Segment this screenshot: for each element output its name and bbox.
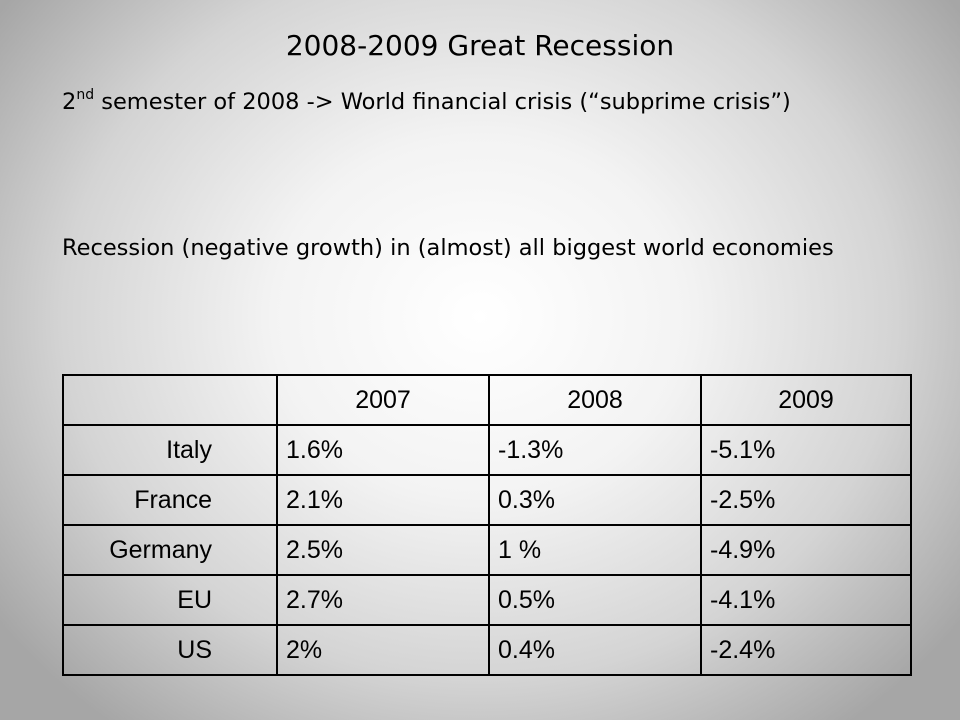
value-cell: 2.7% <box>277 575 490 626</box>
value-cell: -1.3% <box>489 425 702 476</box>
slide-title: 2008-2009 Great Recession <box>285 29 675 62</box>
country-cell: US <box>62 625 278 676</box>
table-row: Germany 2.5% 1 % -4.9% <box>62 525 912 576</box>
header-cell <box>62 374 278 426</box>
value-cell: -2.5% <box>701 475 912 526</box>
ordinal-number: 2 <box>62 89 77 115</box>
country-cell: EU <box>62 575 278 626</box>
value-cell: -5.1% <box>701 425 912 476</box>
value-cell: 0.3% <box>489 475 702 526</box>
value-cell: -2.4% <box>701 625 912 676</box>
header-cell: 2007 <box>277 374 490 426</box>
value-cell: 0.5% <box>489 575 702 626</box>
table-row: France 2.1% 0.3% -2.5% <box>62 475 912 526</box>
table-row: US 2% 0.4% -2.4% <box>62 625 912 676</box>
country-cell: Italy <box>62 425 278 476</box>
bullet-financial-crisis: 2nd semester of 2008 -> World financial … <box>62 84 908 120</box>
value-cell: -4.1% <box>701 575 912 626</box>
ordinal-suffix: nd <box>76 86 95 103</box>
gdp-growth-table: 2007 2008 2009 Italy 1.6% -1.3% -5.1% Fr… <box>62 374 912 676</box>
value-cell: 0.4% <box>489 625 702 676</box>
header-cell: 2008 <box>489 374 702 426</box>
value-cell: 2.1% <box>277 475 490 526</box>
table-row: EU 2.7% 0.5% -4.1% <box>62 575 912 626</box>
table-row: Italy 1.6% -1.3% -5.1% <box>62 425 912 476</box>
bullet-text: semester of 2008 -> World financial cris… <box>94 89 791 115</box>
country-cell: Germany <box>62 525 278 576</box>
country-cell: France <box>62 475 278 526</box>
value-cell: 2% <box>277 625 490 676</box>
value-cell: 1.6% <box>277 425 490 476</box>
table-header-row: 2007 2008 2009 <box>62 374 912 426</box>
value-cell: 2.5% <box>277 525 490 576</box>
value-cell: 1 % <box>489 525 702 576</box>
bullet-text: Recession (negative growth) in (almost) … <box>62 235 834 261</box>
value-cell: -4.9% <box>701 525 912 576</box>
bullet-recession: Recession (negative growth) in (almost) … <box>62 230 908 266</box>
header-cell: 2009 <box>701 374 912 426</box>
